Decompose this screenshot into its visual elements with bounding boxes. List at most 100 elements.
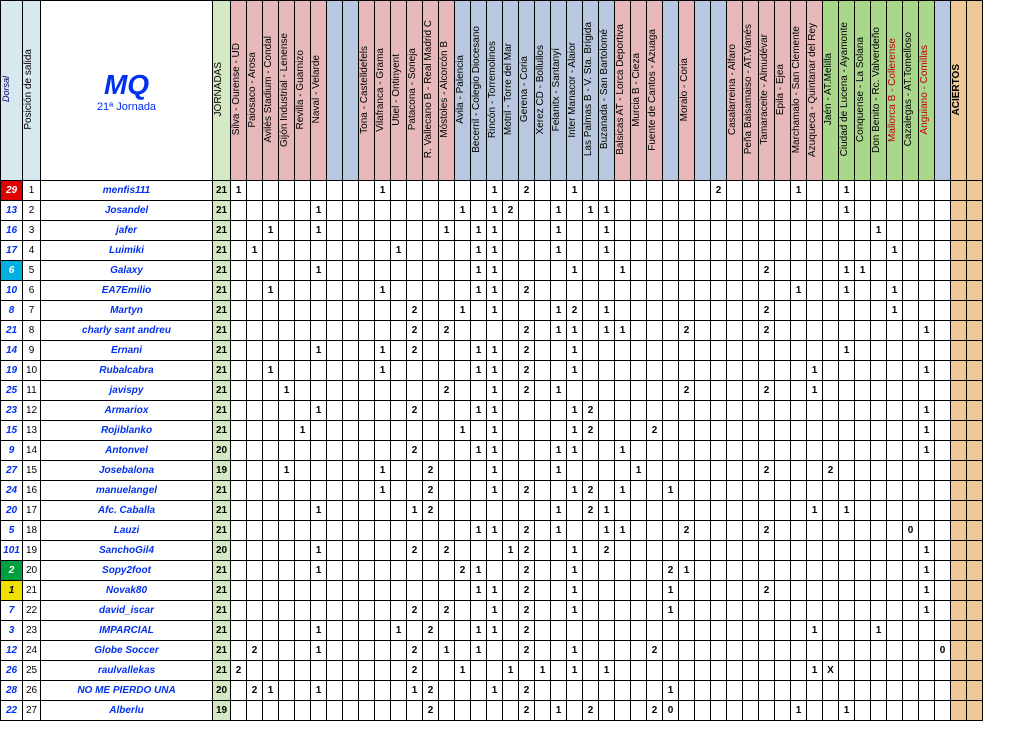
value-cell <box>599 341 615 361</box>
value-cell <box>535 241 551 261</box>
value-cell <box>855 221 871 241</box>
value-cell <box>871 481 887 501</box>
value-cell <box>711 461 727 481</box>
spacer-cell <box>967 421 983 441</box>
value-cell <box>759 681 775 701</box>
value-cell <box>823 521 839 541</box>
value-cell <box>647 181 663 201</box>
dorsal-cell: 22 <box>1 701 23 721</box>
value-cell: 2 <box>583 421 599 441</box>
value-cell <box>599 181 615 201</box>
player-name: Alberlu <box>41 701 213 721</box>
value-cell <box>343 681 359 701</box>
value-cell <box>295 321 311 341</box>
value-cell <box>839 361 855 381</box>
dorsal-cell: 101 <box>1 541 23 561</box>
value-cell <box>327 561 343 581</box>
value-cell <box>247 321 263 341</box>
value-cell <box>391 261 407 281</box>
value-cell: 2 <box>407 301 423 321</box>
value-cell <box>839 681 855 701</box>
dorsal-cell: 16 <box>1 221 23 241</box>
value-cell: 1 <box>375 341 391 361</box>
aciertos-cell <box>951 601 967 621</box>
value-cell: 2 <box>407 541 423 561</box>
value-cell <box>247 561 263 581</box>
value-cell <box>407 421 423 441</box>
value-cell <box>871 421 887 441</box>
pos-cell: 9 <box>23 341 41 361</box>
value-cell <box>599 381 615 401</box>
pos-cell: 18 <box>23 521 41 541</box>
value-cell: 2 <box>647 421 663 441</box>
value-cell <box>711 321 727 341</box>
match-header-14: Avila - Palencia <box>455 1 471 181</box>
value-cell: 1 <box>391 241 407 261</box>
value-cell: 2 <box>231 661 247 681</box>
value-cell <box>583 461 599 481</box>
value-cell <box>455 261 471 281</box>
aciertos-cell <box>951 701 967 721</box>
value-cell <box>759 421 775 441</box>
value-cell <box>535 541 551 561</box>
value-cell <box>503 641 519 661</box>
value-cell <box>743 461 759 481</box>
value-cell <box>695 601 711 621</box>
value-cell <box>279 301 295 321</box>
value-cell <box>695 401 711 421</box>
value-cell <box>807 701 823 721</box>
value-cell <box>791 361 807 381</box>
value-cell <box>295 701 311 721</box>
value-cell: 1 <box>487 301 503 321</box>
value-cell <box>263 181 279 201</box>
value-cell <box>343 201 359 221</box>
value-cell <box>631 501 647 521</box>
pos-cell: 13 <box>23 421 41 441</box>
value-cell <box>647 601 663 621</box>
value-cell <box>935 281 951 301</box>
value-cell <box>791 481 807 501</box>
value-cell <box>311 481 327 501</box>
spacer-cell <box>967 341 983 361</box>
value-cell <box>455 401 471 421</box>
value-cell <box>631 701 647 721</box>
value-cell <box>807 521 823 541</box>
match-header-30 <box>711 1 727 181</box>
value-cell <box>871 441 887 461</box>
value-cell <box>471 601 487 621</box>
value-cell <box>935 421 951 441</box>
value-cell <box>887 221 903 241</box>
value-cell <box>887 541 903 561</box>
value-cell <box>231 321 247 341</box>
value-cell <box>663 461 679 481</box>
value-cell <box>327 321 343 341</box>
value-cell <box>327 481 343 501</box>
value-cell <box>887 701 903 721</box>
value-cell: 2 <box>519 541 535 561</box>
value-cell <box>711 281 727 301</box>
value-cell <box>439 341 455 361</box>
value-cell <box>343 661 359 681</box>
value-cell <box>903 581 919 601</box>
value-cell: 2 <box>519 701 535 721</box>
value-cell <box>615 661 631 681</box>
value-cell <box>871 561 887 581</box>
value-cell <box>823 321 839 341</box>
value-cell <box>535 461 551 481</box>
value-cell <box>759 221 775 241</box>
value-cell <box>423 541 439 561</box>
value-cell <box>663 261 679 281</box>
value-cell: 1 <box>471 221 487 241</box>
value-cell: 2 <box>439 321 455 341</box>
value-cell <box>247 621 263 641</box>
value-cell <box>871 401 887 421</box>
table-row: 2826NO ME PIERDO UNA2021112121 <box>1 681 983 701</box>
value-cell <box>855 421 871 441</box>
value-cell: 1 <box>455 201 471 221</box>
value-cell <box>327 521 343 541</box>
player-name: Ernani <box>41 341 213 361</box>
value-cell <box>679 461 695 481</box>
value-cell: 1 <box>599 521 615 541</box>
value-cell <box>391 521 407 541</box>
jornada-cell: 20 <box>213 681 231 701</box>
